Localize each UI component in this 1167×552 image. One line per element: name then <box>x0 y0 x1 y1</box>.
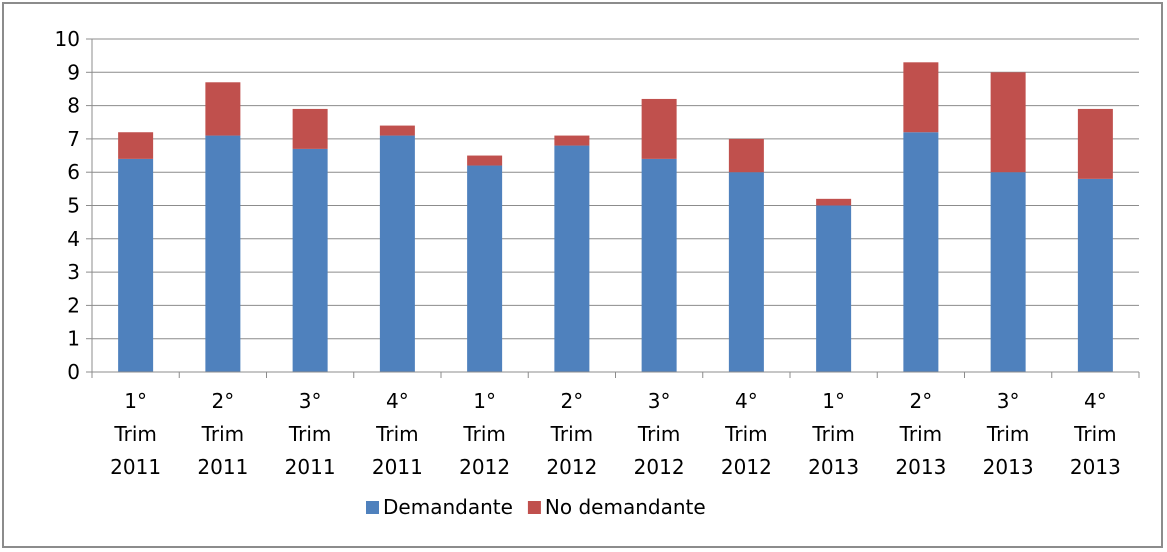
y-tick-label: 2 <box>67 293 80 317</box>
bar-demandante-6 <box>641 158 677 372</box>
y-tick-label: 5 <box>67 194 80 218</box>
x-category-labels: 1° Trim 2011 2° Trim 2011 3° Trim 2011 4° Trim 2011… <box>110 389 1121 479</box>
x-category-label: 2° <box>561 389 584 413</box>
x-category-label: Trim <box>637 422 681 446</box>
bar-no-demandante-2 <box>292 108 328 149</box>
y-tick-label: 0 <box>67 360 80 384</box>
x-category-label: 2013 <box>808 455 859 479</box>
y-tick-label: 10 <box>55 27 80 51</box>
x-category-label: Trim <box>1073 422 1117 446</box>
bar-no-demandante-7 <box>728 138 764 173</box>
x-category-label: 2012 <box>459 455 510 479</box>
gridlines <box>92 38 1139 340</box>
bar-no-demandante-4 <box>467 155 503 166</box>
x-category-label: 2013 <box>1070 455 1121 479</box>
y-tick-label: 3 <box>67 260 80 284</box>
x-category-label: 4° <box>386 389 409 413</box>
bar-demandante-4 <box>467 165 503 372</box>
x-category-label: 2012 <box>721 455 772 479</box>
bar-demandante-0 <box>118 158 154 372</box>
legend-swatch-no-demandante <box>527 501 541 514</box>
bar-demandante-2 <box>292 148 328 372</box>
y-tick-label: 6 <box>67 160 80 184</box>
x-category-label: 1° <box>473 389 496 413</box>
x-category-label: 4° <box>735 389 758 413</box>
x-category-label: 4° <box>1084 389 1107 413</box>
x-category-label: 3° <box>997 389 1020 413</box>
legend-swatch-demandante <box>366 501 379 514</box>
bar-demandante-9 <box>903 132 939 372</box>
y-tick-label: 8 <box>67 94 80 118</box>
bar-demandante-10 <box>990 172 1026 372</box>
x-category-label: 2° <box>212 389 235 413</box>
x-category-label: Trim <box>986 422 1030 446</box>
bar-no-demandante-1 <box>205 82 241 136</box>
bar-demandante-7 <box>728 172 764 372</box>
x-category-label: 2011 <box>197 455 248 479</box>
x-category-label: Trim <box>113 422 157 446</box>
bar-demandante-1 <box>205 135 241 372</box>
legend-label-demandante: Demandante <box>383 495 513 519</box>
x-category-label: Trim <box>899 422 943 446</box>
x-category-label: 2011 <box>372 455 423 479</box>
legend: Demandante No demandante <box>366 495 706 519</box>
y-tick-label: 7 <box>67 127 80 151</box>
bars <box>118 62 1113 372</box>
axes <box>86 38 1140 378</box>
bar-no-demandante-3 <box>379 125 415 136</box>
x-category-label: 1° <box>822 389 845 413</box>
x-category-label: Trim <box>811 422 855 446</box>
legend-label-no-demandante: No demandante <box>545 495 706 519</box>
y-tick-label: 9 <box>67 60 80 84</box>
y-tick-label: 1 <box>67 327 80 351</box>
x-category-label: 2011 <box>285 455 336 479</box>
bar-no-demandante-10 <box>990 72 1026 173</box>
bar-demandante-3 <box>379 135 415 372</box>
x-category-label: Trim <box>201 422 245 446</box>
x-category-label: 2012 <box>546 455 597 479</box>
bar-demandante-5 <box>554 145 590 372</box>
bar-demandante-8 <box>816 205 852 372</box>
x-category-label: 1° <box>124 389 147 413</box>
y-tick-label: 4 <box>67 227 80 251</box>
x-category-label: 3° <box>648 389 671 413</box>
x-category-label: 2° <box>910 389 933 413</box>
y-tick-labels: 0 1 2 3 4 5 6 7 8 9 10 <box>55 27 80 384</box>
x-category-label: Trim <box>288 422 332 446</box>
x-category-label: Trim <box>724 422 768 446</box>
bar-no-demandante-0 <box>118 132 154 159</box>
bar-no-demandante-8 <box>816 198 852 206</box>
x-category-label: Trim <box>462 422 506 446</box>
x-category-label: 3° <box>299 389 322 413</box>
bar-no-demandante-6 <box>641 98 677 159</box>
x-category-label: Trim <box>375 422 419 446</box>
x-category-label: Trim <box>550 422 594 446</box>
bar-no-demandante-11 <box>1077 108 1113 179</box>
x-category-label: 2013 <box>983 455 1034 479</box>
bar-no-demandante-9 <box>903 62 939 133</box>
stacked-bar-chart: 0 1 2 3 4 5 6 7 8 9 10 1° Trim 2011 2° Trim 2011 3° Trim 2… <box>55 27 1140 519</box>
bar-no-demandante-5 <box>554 135 590 146</box>
x-category-label: 2012 <box>634 455 685 479</box>
x-category-label: 2013 <box>895 455 946 479</box>
bar-demandante-11 <box>1077 178 1113 372</box>
x-category-label: 2011 <box>110 455 161 479</box>
